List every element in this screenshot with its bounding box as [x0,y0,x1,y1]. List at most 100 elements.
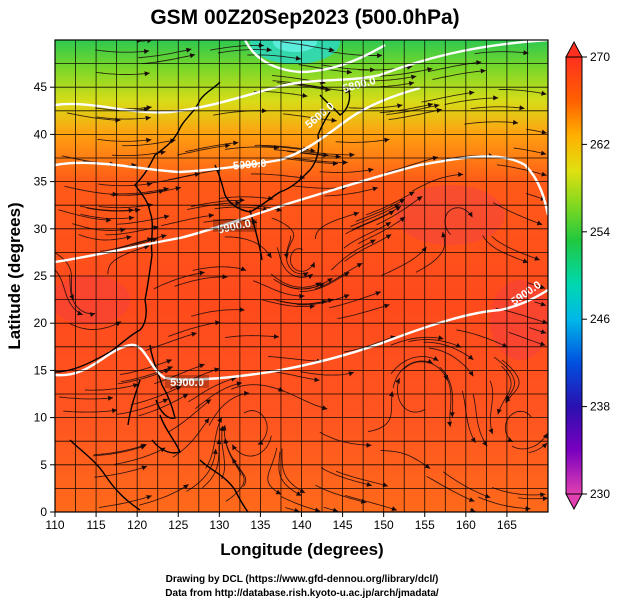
warm-patch [490,280,548,360]
streamline-arrow [501,342,508,348]
streamline-arrow [302,272,309,278]
streamline-arrow [204,418,210,424]
streamline [283,113,337,122]
streamline-arrow [215,320,221,326]
streamline [281,277,333,290]
streamline [392,360,433,389]
streamline [68,274,96,315]
streamline [116,215,170,225]
streamline [78,234,132,241]
streamline [55,252,75,301]
streamline-arrow [296,491,302,496]
streamline [116,398,169,415]
streamline-arrow [214,367,220,373]
streamline-arrow [433,356,439,361]
streamline [474,51,529,55]
streamline [277,388,328,410]
streamline-arrow [205,399,212,405]
streamline-arrow [162,398,169,404]
y-tick-label: 40 [34,127,48,141]
streamline-arrow [327,278,333,283]
streamline [168,398,212,433]
y-tick-label: 10 [34,411,48,425]
streamline [285,235,309,275]
streamline-arrow [273,334,279,339]
streamline-arrow [342,160,348,165]
x-tick-label: 155 [415,518,435,532]
streamline [365,191,415,216]
streamline [489,380,494,435]
streamline-arrow [310,148,316,153]
y-tick-label: 35 [34,175,48,189]
streamline-arrow [540,492,546,498]
x-tick-label: 140 [291,518,311,532]
streamline [337,304,390,320]
streamline-arrow [266,252,272,258]
streamline-arrow [143,49,150,54]
streamline [138,484,189,506]
streamline-arrow [493,95,499,101]
streamline-arrow [331,117,337,123]
streamline [492,202,543,226]
streamline-arrow [239,197,245,203]
streamline-arrow [540,150,547,156]
streamline [390,356,439,375]
streamline-arrow [144,71,150,77]
streamline-arrow [239,307,245,313]
streamline [205,417,223,469]
streamline [268,356,323,362]
streamline-arrow [366,481,372,487]
streamline [160,214,215,227]
x-tick-label: 120 [127,518,147,532]
x-tick-label: 125 [168,518,188,532]
x-tick-label: 160 [456,518,476,532]
streamline [185,142,239,153]
y-tick-label: 25 [34,269,48,283]
warm-patch [395,185,505,245]
streamline [496,164,547,176]
streamline-arrow [167,366,173,371]
streamline-arrow [126,235,132,241]
streamline-arrow [449,412,455,418]
streamline [508,331,546,346]
streamline [335,470,389,487]
streamline [97,138,152,142]
streamline-arrow [375,291,381,296]
cold-core-center [273,40,317,52]
streamline [501,359,520,404]
streamline [80,205,134,212]
streamline-arrow [141,465,147,471]
streamline [381,246,427,276]
streamline [221,425,226,480]
streamline [297,83,351,92]
streamline [281,41,335,51]
streamline-arrow [541,90,547,96]
streamline [243,410,268,445]
streamline-arrow [482,440,488,447]
streamline-arrow [343,272,350,277]
streamline [335,138,390,143]
streamline-arrow [399,199,405,204]
streamline-arrow [143,244,150,250]
streamline-arrow [232,444,237,451]
x-tick-label: 110 [45,518,64,532]
streamline [217,49,272,54]
streamline [432,70,486,80]
streamline-arrow [222,274,228,280]
colorbar: 270 262 254 246 238 230 [565,40,610,511]
streamline-arrow [541,171,547,177]
streamline-arrow [107,395,113,401]
streamline [300,371,355,376]
streamline-arrow [199,363,205,369]
streamline [154,363,205,385]
colorbar-tick-label: 270 [590,50,610,64]
streamline-arrow [377,53,383,59]
streamline-arrow [166,359,172,364]
streamline [141,54,196,65]
y-tick-label: 30 [34,222,48,236]
streamline-arrow [542,433,548,439]
contour-label: 5900.0 [232,158,267,173]
streamline-arrow [536,220,543,226]
contour-label-bg [165,375,209,388]
streamline [145,332,197,351]
